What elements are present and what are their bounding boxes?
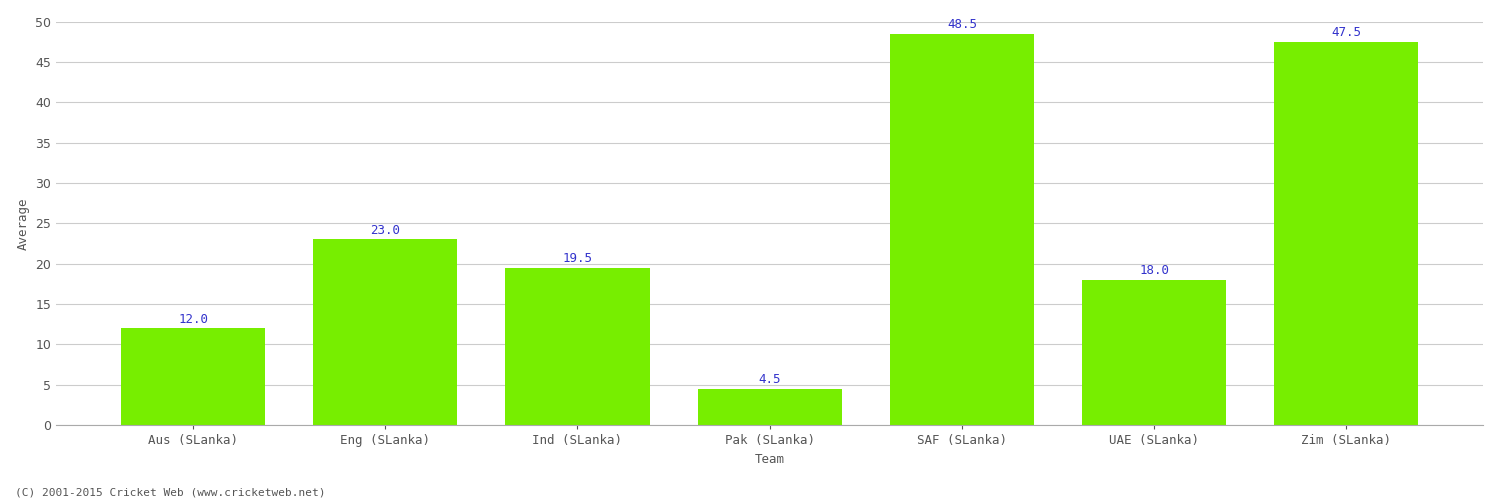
Text: (C) 2001-2015 Cricket Web (www.cricketweb.net): (C) 2001-2015 Cricket Web (www.cricketwe… xyxy=(15,488,326,498)
Bar xyxy=(1275,42,1419,425)
Text: 23.0: 23.0 xyxy=(370,224,400,237)
Text: 48.5: 48.5 xyxy=(946,18,976,32)
Text: 4.5: 4.5 xyxy=(759,374,782,386)
Bar xyxy=(1082,280,1226,425)
Text: 19.5: 19.5 xyxy=(562,252,592,266)
Text: 12.0: 12.0 xyxy=(178,313,209,326)
Text: 18.0: 18.0 xyxy=(1138,264,1168,278)
Y-axis label: Average: Average xyxy=(16,197,30,250)
Bar xyxy=(122,328,266,425)
Text: 47.5: 47.5 xyxy=(1332,26,1362,40)
Bar xyxy=(506,268,650,425)
Bar xyxy=(698,388,842,425)
Bar xyxy=(890,34,1034,425)
X-axis label: Team: Team xyxy=(754,452,784,466)
Bar xyxy=(314,240,458,425)
